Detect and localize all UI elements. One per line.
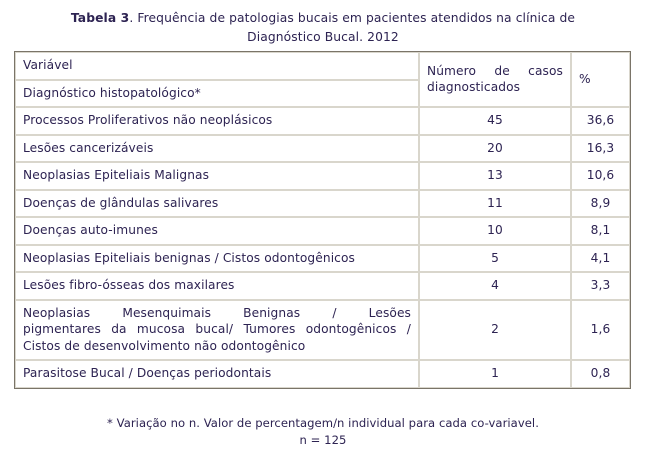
cell-percent: 36,6 <box>571 107 630 135</box>
table-row: Neoplasias Mesenquimais Benignas / Lesõe… <box>15 299 630 360</box>
cell-variable: Processos Proliferativos não neoplásicos <box>15 107 419 135</box>
table-subheader-row: Diagnóstico histopatológico* <box>15 79 630 107</box>
header-count-line1: Número de casos <box>427 63 563 78</box>
header-cell-count: Número de casos diagnosticados <box>419 52 571 107</box>
cell-percent: 0,8 <box>571 360 630 388</box>
cell-percent: 3,3 <box>571 272 630 300</box>
cell-count: 11 <box>419 189 571 217</box>
table-row: Neoplasias Epiteliais benignas / Cistos … <box>15 244 630 272</box>
table-row: Lesões fibro-ósseas dos maxilares 4 3,3 <box>15 272 630 300</box>
cell-variable: Lesões fibro-ósseas dos maxilares <box>15 272 419 300</box>
cell-count: 20 <box>419 134 571 162</box>
header-cell-percent: % <box>571 52 630 107</box>
cell-variable: Lesões cancerizáveis <box>15 134 419 162</box>
cell-variable: Doenças auto-imunes <box>15 217 419 245</box>
table-row: Lesões cancerizáveis 20 16,3 <box>15 134 630 162</box>
cell-count: 1 <box>419 360 571 388</box>
cell-variable-line3: Cistos de desenvolvimento não odontogêni… <box>23 338 306 353</box>
cell-count: 45 <box>419 107 571 135</box>
cell-variable: Doenças de glândulas salivares <box>15 189 419 217</box>
cell-percent: 16,3 <box>571 134 630 162</box>
caption-text: . Frequência de patologias bucais em pac… <box>129 11 576 44</box>
cell-count: 2 <box>419 299 571 360</box>
header-cell-variable: Variável <box>15 52 419 80</box>
cell-count: 13 <box>419 162 571 190</box>
cell-percent: 1,6 <box>571 299 630 360</box>
cell-percent: 8,9 <box>571 189 630 217</box>
cell-variable-line1: Neoplasias Mesenquimais Benignas / Lesõe… <box>23 305 411 320</box>
table-header-row: Variável Número de casos diagnosticados … <box>15 52 630 107</box>
pathology-frequency-table: Variável Número de casos diagnosticados … <box>14 51 631 389</box>
cell-variable: Neoplasias Mesenquimais Benignas / Lesõe… <box>15 299 419 360</box>
table-footnote: * Variação no n. Valor de percentagem/n … <box>0 415 646 449</box>
cell-variable: Neoplasias Epiteliais benignas / Cistos … <box>15 244 419 272</box>
footnote-line-2: n = 125 <box>299 433 347 447</box>
header-count-line2: diagnosticados <box>427 80 521 94</box>
caption-label: Tabela 3 <box>70 11 130 25</box>
table-row: Processos Proliferativos não neoplásicos… <box>15 107 630 135</box>
cell-percent: 8,1 <box>571 217 630 245</box>
table-row: Neoplasias Epiteliais Malignas 13 10,6 <box>15 162 630 190</box>
cell-percent: 4,1 <box>571 244 630 272</box>
cell-count: 5 <box>419 244 571 272</box>
cell-variable: Parasitose Bucal / Doenças periodontais <box>15 360 419 388</box>
table-row: Doenças de glândulas salivares 11 8,9 <box>15 189 630 217</box>
table-row: Doenças auto-imunes 10 8,1 <box>15 217 630 245</box>
cell-count: 4 <box>419 272 571 300</box>
table-caption: Tabela 3. Frequência de patologias bucai… <box>47 0 599 47</box>
header-cell-variable-sub: Diagnóstico histopatológico* <box>15 79 419 107</box>
table-row: Parasitose Bucal / Doenças periodontais … <box>15 360 630 388</box>
cell-variable-line2: pigmentares da mucosa bucal/ Tumores odo… <box>23 322 411 336</box>
cell-percent: 10,6 <box>571 162 630 190</box>
footnote-line-1: * Variação no n. Valor de percentagem/n … <box>107 416 539 430</box>
cell-count: 10 <box>419 217 571 245</box>
table-container: Variável Número de casos diagnosticados … <box>14 51 631 389</box>
cell-variable: Neoplasias Epiteliais Malignas <box>15 162 419 190</box>
